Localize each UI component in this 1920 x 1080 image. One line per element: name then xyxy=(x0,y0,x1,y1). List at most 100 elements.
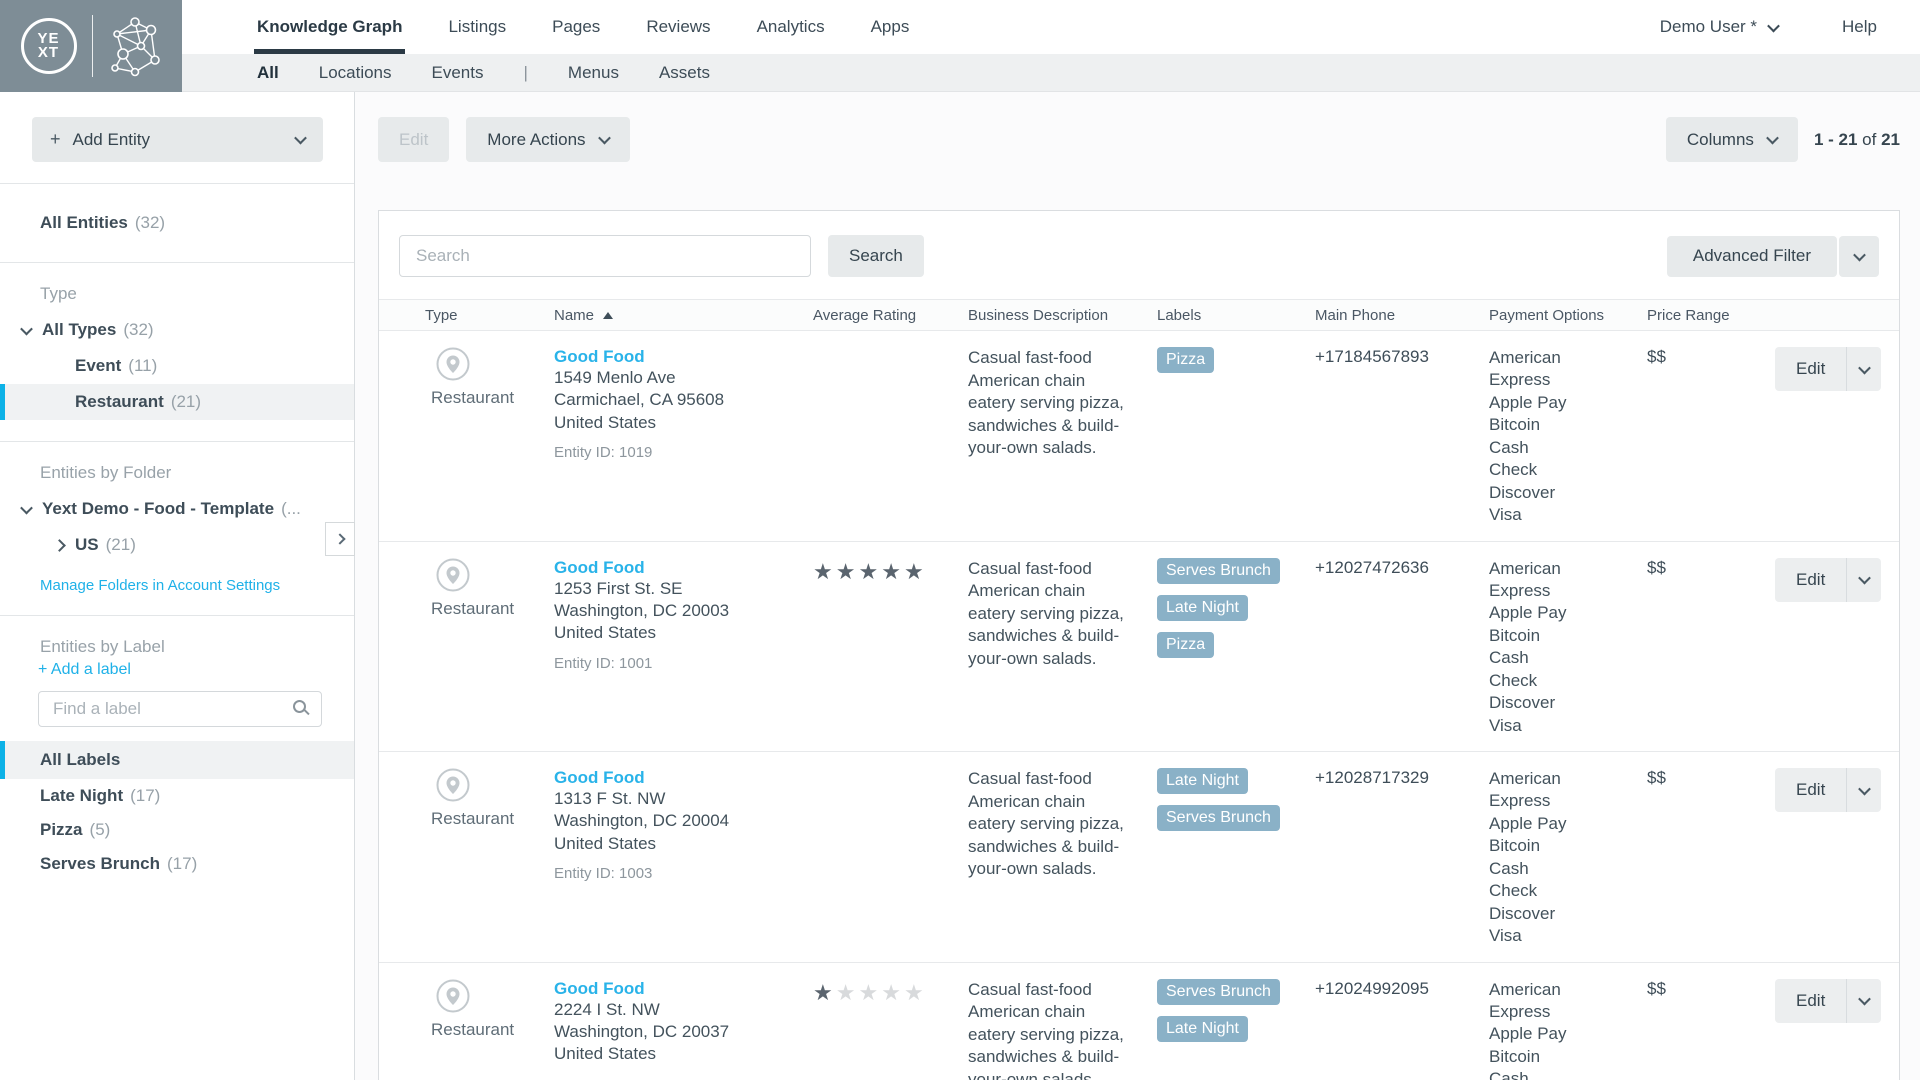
advanced-filter-caret-button[interactable] xyxy=(1839,236,1879,277)
sidebar-item-restaurant[interactable]: Restaurant (21) xyxy=(0,384,354,420)
plus-icon: + xyxy=(50,129,61,150)
search-button[interactable]: Search xyxy=(828,235,924,277)
table-row: RestaurantGood Food2224 I St. NWWashingt… xyxy=(379,963,1899,1080)
user-menu[interactable]: Demo User * xyxy=(1660,17,1778,37)
main-content: Edit More Actions Columns 1 - 21 of 21 xyxy=(355,92,1920,1080)
column-header-main-phone[interactable]: Main Phone xyxy=(1315,307,1489,324)
entity-name-link[interactable]: Good Food xyxy=(554,979,645,999)
edit-split-button: Edit xyxy=(1775,979,1899,1023)
payment-option: Visa xyxy=(1489,504,1605,526)
more-actions-button[interactable]: More Actions xyxy=(466,117,629,162)
tab-reviews[interactable]: Reviews xyxy=(646,0,710,54)
star-filled-icon: ★ xyxy=(858,559,881,584)
sidebar-item-all-entities[interactable]: All Entities (32) xyxy=(0,205,354,241)
folder-us-label: US xyxy=(75,535,99,555)
tab-listings[interactable]: Listings xyxy=(448,0,506,54)
entity-name-cell: Good Food1253 First St. SEWashington, DC… xyxy=(554,558,813,672)
entity-name-link[interactable]: Good Food xyxy=(554,347,645,367)
search-input[interactable] xyxy=(399,235,811,277)
label-tag: Late Night xyxy=(1157,595,1248,621)
entity-name-link[interactable]: Good Food xyxy=(554,768,645,788)
row-edit-caret-button[interactable] xyxy=(1846,979,1881,1023)
chevron-down-icon xyxy=(1853,248,1866,261)
chevron-down-icon xyxy=(1767,19,1780,32)
event-label: Event xyxy=(75,356,121,376)
sidebar-expander-button[interactable] xyxy=(325,522,355,556)
payment-option: Discover xyxy=(1489,903,1605,925)
star-filled-icon: ★ xyxy=(881,559,904,584)
row-edit-button[interactable]: Edit xyxy=(1775,768,1846,812)
row-edit-caret-button[interactable] xyxy=(1846,347,1881,391)
help-link[interactable]: Help xyxy=(1842,17,1877,37)
subnav-all[interactable]: All xyxy=(257,63,279,83)
manage-folders-link[interactable]: Manage Folders in Account Settings xyxy=(0,577,354,594)
entity-name-link[interactable]: Good Food xyxy=(554,558,645,578)
add-entity-button[interactable]: + Add Entity xyxy=(32,117,323,162)
row-edit-button[interactable]: Edit xyxy=(1775,979,1846,1023)
subnav-assets[interactable]: Assets xyxy=(659,63,710,83)
user-menu-label: Demo User * xyxy=(1660,17,1757,37)
address-line: 1313 F St. NW xyxy=(554,788,813,810)
tab-analytics[interactable]: Analytics xyxy=(757,0,825,54)
add-label-link[interactable]: + Add a label xyxy=(0,661,354,679)
subnav-menus[interactable]: Menus xyxy=(568,63,619,83)
payment-option: American Express xyxy=(1489,768,1605,813)
edit-button[interactable]: Edit xyxy=(378,117,449,162)
sidebar-item-event[interactable]: Event (11) xyxy=(0,348,354,384)
sidebar-item-serves-brunch[interactable]: Serves Brunch (17) xyxy=(0,847,354,881)
sub-navigation: All Locations Events | Menus Assets xyxy=(182,54,1920,92)
column-header-price-range[interactable]: Price Range xyxy=(1647,307,1775,324)
advanced-filter-group: Advanced Filter xyxy=(1667,236,1879,277)
label-tag: Pizza xyxy=(1157,347,1214,373)
divider xyxy=(0,183,354,184)
main-phone-cell: +12027472636 xyxy=(1315,558,1489,578)
find-label-input[interactable] xyxy=(38,691,322,727)
table-body: RestaurantGood Food1549 Menlo AveCarmich… xyxy=(379,331,1899,1080)
tab-pages[interactable]: Pages xyxy=(552,0,600,54)
column-header-labels[interactable]: Labels xyxy=(1157,307,1315,324)
type-section-label: Type xyxy=(0,284,354,304)
advanced-filter-button[interactable]: Advanced Filter xyxy=(1667,236,1837,277)
folder-root-suffix: (... xyxy=(281,499,301,519)
search-icon[interactable] xyxy=(293,700,306,713)
row-edit-button[interactable]: Edit xyxy=(1775,347,1846,391)
label-tag: Serves Brunch xyxy=(1157,979,1280,1005)
address-line: Washington, DC 20037 xyxy=(554,1021,813,1043)
edit-split-button: Edit xyxy=(1775,558,1899,602)
chevron-down-icon xyxy=(598,132,611,145)
payment-option: Visa xyxy=(1489,925,1605,947)
sidebar-item-folder-root[interactable]: Yext Demo - Food - Template (... xyxy=(0,491,354,527)
entity-type-label: Restaurant xyxy=(431,1020,514,1040)
business-description-cell: Casual fast-food American chain eatery s… xyxy=(968,979,1157,1080)
columns-button[interactable]: Columns xyxy=(1666,117,1798,162)
column-header-payment-options[interactable]: Payment Options xyxy=(1489,307,1647,324)
column-header-label: Business Description xyxy=(968,307,1108,324)
row-edit-caret-button[interactable] xyxy=(1846,558,1881,602)
subnav-events[interactable]: Events xyxy=(432,63,484,83)
column-header-business-description[interactable]: Business Description xyxy=(968,307,1157,324)
sidebar-item-pizza[interactable]: Pizza (5) xyxy=(0,813,354,847)
sidebar-item-late-night[interactable]: Late Night (17) xyxy=(0,779,354,813)
column-header-label: Payment Options xyxy=(1489,307,1604,324)
location-pin-icon xyxy=(436,558,470,597)
tab-apps[interactable]: Apps xyxy=(871,0,910,54)
payment-option: Check xyxy=(1489,670,1605,692)
actions-cell: Edit xyxy=(1775,768,1899,812)
star-empty-icon: ★ xyxy=(904,980,927,1005)
chevron-down-icon xyxy=(1766,132,1779,145)
sidebar-item-all-types[interactable]: All Types (32) xyxy=(0,312,354,348)
sidebar-item-folder-us[interactable]: US (21) xyxy=(0,527,354,563)
row-edit-caret-button[interactable] xyxy=(1846,768,1881,812)
yext-logo[interactable]: YE XT xyxy=(21,18,77,74)
payment-option: American Express xyxy=(1489,979,1605,1024)
actions-cell: Edit xyxy=(1775,979,1899,1023)
tab-knowledge-graph[interactable]: Knowledge Graph xyxy=(257,0,402,54)
column-header-type[interactable]: Type xyxy=(425,307,554,324)
sidebar-item-all-labels[interactable]: All Labels xyxy=(0,741,354,779)
subnav-locations[interactable]: Locations xyxy=(319,63,392,83)
column-header-name[interactable]: Name xyxy=(554,307,813,324)
payment-options-cell: American ExpressApple PayBitcoinCashChec… xyxy=(1489,979,1605,1080)
star-rating: ★★★★★ xyxy=(813,561,968,583)
column-header-average-rating[interactable]: Average Rating xyxy=(813,307,968,324)
row-edit-button[interactable]: Edit xyxy=(1775,558,1846,602)
